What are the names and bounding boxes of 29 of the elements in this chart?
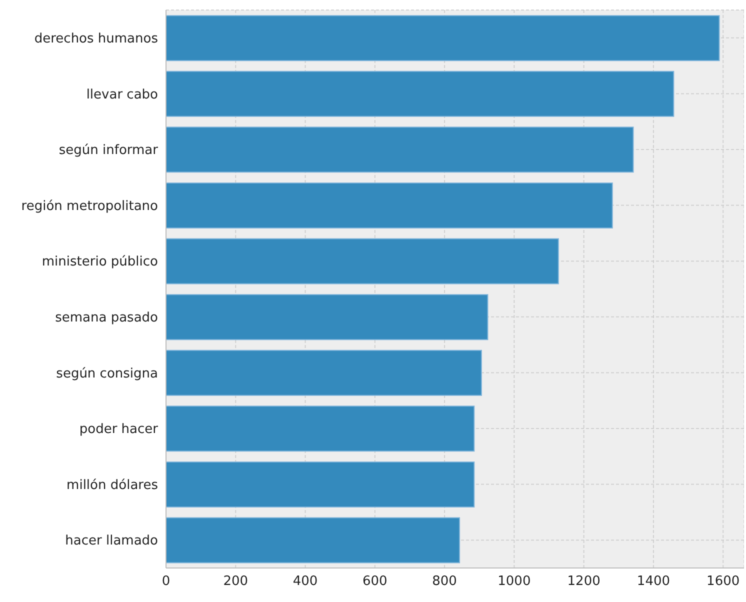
bar	[166, 126, 634, 173]
bar	[166, 15, 720, 62]
x-tick-label: 200	[223, 574, 248, 590]
x-tick-label: 1600	[706, 574, 740, 590]
y-tick-label: millón dólares	[66, 478, 158, 493]
bar	[166, 517, 460, 564]
y-tick-label: según consigna	[56, 366, 158, 382]
x-tick-label: 600	[362, 574, 388, 590]
x-tick-label: 0	[162, 574, 170, 590]
y-tick-label: derechos humanos	[34, 32, 158, 47]
bar	[166, 406, 475, 452]
bar	[166, 70, 674, 117]
bar	[166, 294, 488, 340]
x-tick-label: 1400	[636, 574, 670, 590]
x-tick-label: 400	[292, 574, 318, 590]
y-tick-label: semana pasado	[55, 310, 158, 326]
bar	[166, 350, 482, 396]
y-tick-label: poder hacer	[79, 422, 159, 438]
y-tick-label: llevar cabo	[86, 87, 158, 102]
y-tick-label: región metropolitano	[21, 198, 158, 214]
bar	[166, 461, 475, 508]
bar	[166, 182, 613, 228]
bar	[166, 238, 559, 284]
x-tick-label: 800	[432, 574, 457, 590]
y-tick-label: según informar	[58, 143, 159, 158]
y-tick-label: hacer llamado	[65, 534, 158, 549]
x-tick-label: 1000	[498, 574, 531, 590]
x-tick-label: 1200	[567, 574, 600, 590]
y-tick-label: ministerio público	[42, 254, 158, 270]
